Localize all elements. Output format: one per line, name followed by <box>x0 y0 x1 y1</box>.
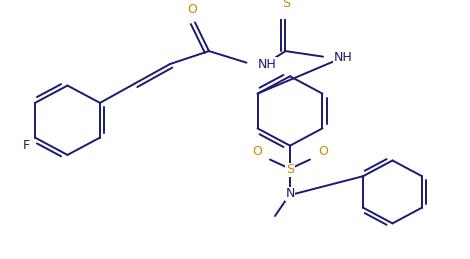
Text: S: S <box>282 0 290 10</box>
Text: S: S <box>286 163 294 176</box>
Text: O: O <box>188 3 197 16</box>
Text: N: N <box>285 187 295 200</box>
Text: NH: NH <box>334 51 352 64</box>
Text: O: O <box>252 145 262 158</box>
Text: O: O <box>318 145 328 158</box>
Text: F: F <box>23 139 30 152</box>
Text: NH: NH <box>258 58 276 71</box>
